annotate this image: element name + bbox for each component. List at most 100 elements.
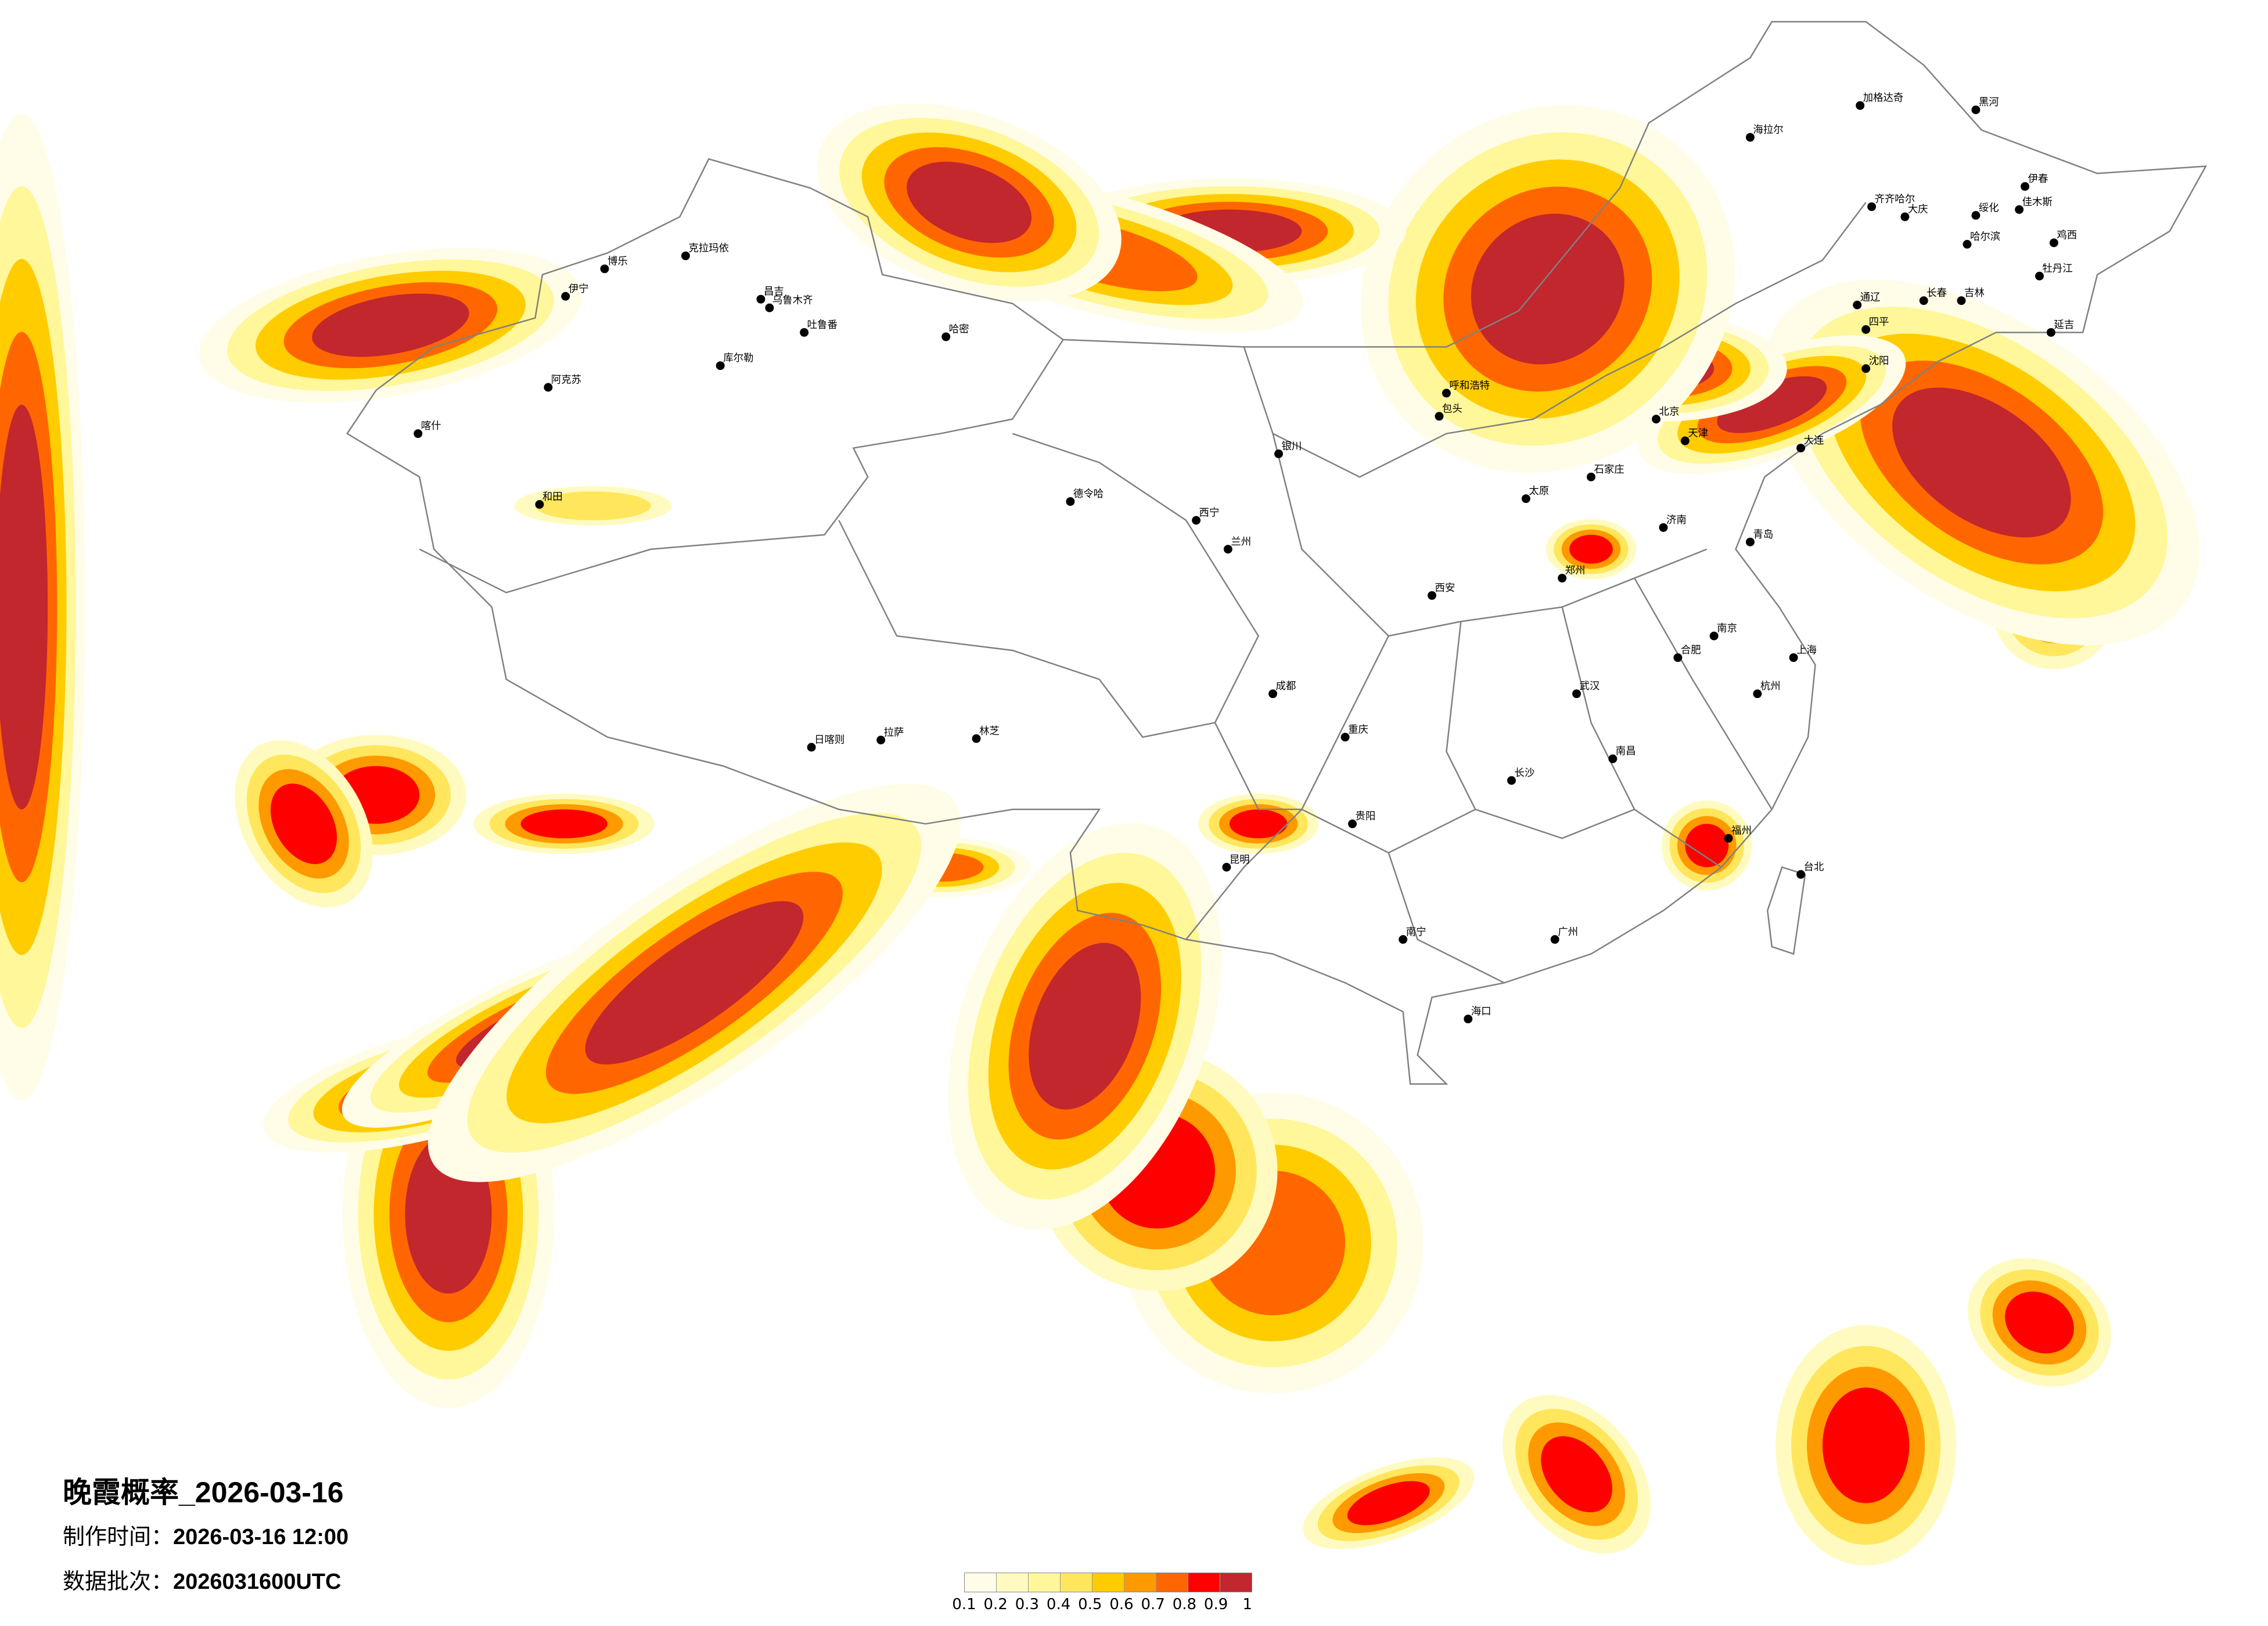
data-batch: 数据批次：2026031600UTC	[63, 1563, 341, 1595]
city-marker: 日喀则	[807, 734, 844, 752]
city-marker: 杭州	[1753, 681, 1781, 699]
city-label: 海口	[1471, 1006, 1491, 1017]
city-dot	[800, 328, 809, 337]
city-label: 德令哈	[1073, 488, 1104, 500]
city-label: 日喀则	[814, 734, 844, 746]
city-dot	[1680, 436, 1690, 445]
city-label: 昆明	[1230, 854, 1250, 866]
city-marker: 台北	[1796, 861, 1824, 879]
probability-area	[1892, 387, 2071, 538]
city-marker: 包头	[1435, 403, 1462, 421]
city-dot	[1268, 689, 1278, 699]
city-label: 成都	[1276, 681, 1296, 692]
city-marker: 伊宁	[561, 283, 589, 301]
city-label: 克拉玛依	[688, 243, 729, 254]
probability-area	[1569, 534, 1613, 564]
city-dot	[1652, 415, 1661, 424]
legend-label: 0.9	[1203, 1596, 1228, 1613]
city-marker: 阿克苏	[544, 375, 581, 392]
city-dot	[1558, 574, 1567, 583]
probability-field	[0, 103, 2200, 1566]
probability-area	[1029, 942, 1141, 1110]
city-dot	[1223, 545, 1232, 554]
city-marker: 成都	[1268, 681, 1296, 699]
city-label: 长春	[1926, 287, 1947, 299]
legend-swatch	[1029, 1573, 1061, 1592]
city-dot	[1659, 523, 1668, 532]
city-dot	[1900, 212, 1910, 221]
city-marker: 贵阳	[1348, 811, 1375, 829]
city-label: 阿克苏	[551, 375, 581, 386]
color-legend: 0.1 0.2 0.3 0.4 0.5 0.6 0.7 0.8 0.9 1	[952, 1573, 1252, 1619]
city-marker: 银川	[1274, 441, 1302, 458]
city-label: 南昌	[1616, 746, 1636, 757]
city-label: 吐鲁番	[807, 319, 838, 331]
city-label: 绥化	[1979, 202, 1999, 214]
production-time-value: 2026-03-16 12:00	[173, 1525, 349, 1549]
probability-area	[1685, 823, 1729, 868]
city-label: 海拉尔	[1753, 124, 1783, 136]
city-label: 昌吉	[764, 286, 784, 298]
city-dot	[1753, 689, 1762, 699]
city-label: 林芝	[979, 725, 1000, 737]
city-label: 青岛	[1753, 529, 1773, 541]
city-dot	[544, 383, 553, 392]
city-marker: 福州	[1724, 825, 1752, 843]
city-label: 福州	[1731, 825, 1752, 837]
city-label: 广州	[1558, 926, 1578, 938]
city-dot	[876, 735, 886, 744]
city-label: 哈密	[949, 323, 969, 335]
city-dot	[1673, 653, 1683, 662]
city-marker: 青岛	[1745, 529, 1773, 546]
city-dot	[1853, 300, 1862, 310]
city-marker: 海拉尔	[1745, 124, 1784, 142]
city-marker: 武汉	[1572, 681, 1600, 699]
city-dot	[1971, 211, 1981, 220]
city-dot	[1867, 202, 1877, 211]
city-marker: 重庆	[1340, 724, 1368, 742]
city-label: 通辽	[1860, 292, 1881, 304]
city-dot	[600, 264, 609, 274]
city-dot	[1789, 653, 1798, 662]
city-dot	[414, 429, 423, 438]
city-label: 鸡西	[2057, 230, 2077, 242]
city-dot	[1572, 689, 1582, 699]
city-label: 太原	[1529, 485, 1549, 497]
city-label: 佳木斯	[2022, 196, 2053, 208]
city-dot	[765, 303, 774, 312]
city-marker: 海口	[1464, 1006, 1491, 1024]
city-label: 牡丹江	[2042, 263, 2072, 275]
legend-swatch	[1156, 1573, 1188, 1592]
city-dot	[561, 292, 570, 301]
city-label: 长沙	[1514, 768, 1534, 779]
city-dot	[681, 251, 690, 260]
city-marker: 西安	[1428, 582, 1455, 600]
city-marker: 通辽	[1853, 292, 1881, 310]
city-label: 兰州	[1231, 536, 1251, 548]
city-marker: 吐鲁番	[800, 319, 838, 337]
probability-area	[1541, 1436, 1612, 1513]
city-marker: 合肥	[1673, 645, 1701, 662]
city-dot	[972, 734, 981, 743]
city-dot	[1348, 819, 1357, 829]
city-dot	[1192, 516, 1201, 525]
city-dot	[1340, 732, 1350, 742]
city-dot	[1399, 935, 1408, 944]
production-time-label: 制作时间：	[63, 1524, 174, 1549]
legend-label: 0.6	[1109, 1596, 1134, 1613]
tibet-xinjiang-border	[419, 339, 1064, 593]
city-label: 加格达奇	[1863, 92, 1904, 104]
probability-area	[520, 809, 608, 839]
city-marker: 哈密	[941, 323, 969, 341]
map-title: 晚霞概率_2026-03-16	[63, 1476, 344, 1509]
data-batch-value: 2026031600UTC	[173, 1570, 342, 1594]
city-dot	[2021, 182, 2030, 191]
city-marker: 库尔勒	[716, 352, 753, 370]
city-label: 伊春	[2028, 174, 2048, 185]
city-label: 大庆	[1908, 204, 1928, 215]
city-label: 济南	[1666, 515, 1687, 526]
province-borders	[346, 21, 2208, 1085]
city-marker: 呼和浩特	[1442, 380, 1490, 398]
city-dot	[1745, 537, 1755, 546]
city-dot	[1608, 754, 1618, 764]
